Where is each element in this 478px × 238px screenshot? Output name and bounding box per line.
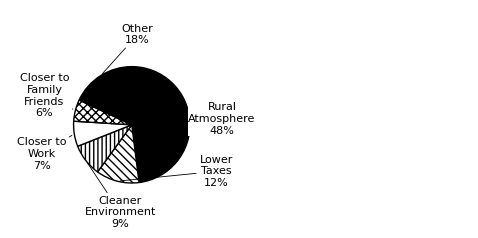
Wedge shape bbox=[74, 121, 132, 146]
Wedge shape bbox=[98, 125, 139, 183]
Text: Other
18%: Other 18% bbox=[102, 24, 153, 74]
Text: Closer to
Family
Friends
6%: Closer to Family Friends 6% bbox=[20, 73, 73, 118]
Wedge shape bbox=[132, 67, 190, 183]
Wedge shape bbox=[77, 125, 132, 172]
Wedge shape bbox=[79, 67, 132, 125]
Text: Lower
Taxes
12%: Lower Taxes 12% bbox=[120, 155, 233, 188]
Wedge shape bbox=[74, 100, 132, 125]
Text: Rural
Atmosphere
48%: Rural Atmosphere 48% bbox=[188, 102, 256, 136]
Text: Cleaner
Environment
9%: Cleaner Environment 9% bbox=[85, 163, 156, 229]
Text: Closer to
Work
7%: Closer to Work 7% bbox=[17, 135, 72, 170]
